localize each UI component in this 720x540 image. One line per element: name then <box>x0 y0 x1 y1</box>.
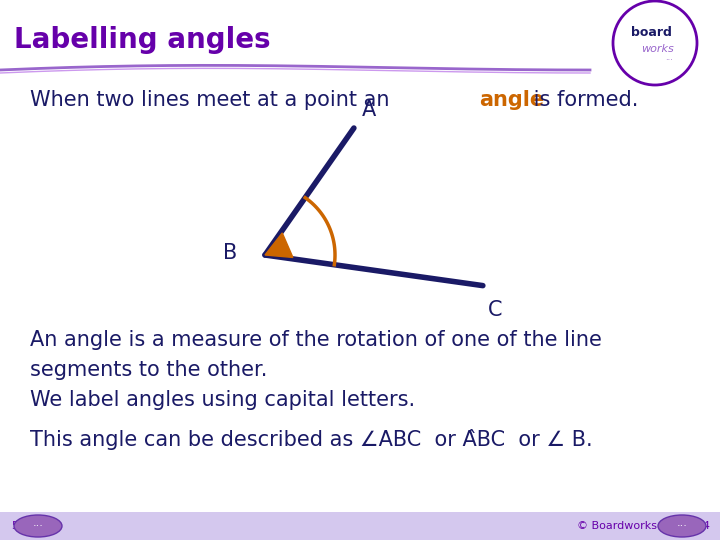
Text: C: C <box>488 300 503 320</box>
Text: ···: ··· <box>677 521 688 531</box>
Text: is formed.: is formed. <box>526 90 638 110</box>
Ellipse shape <box>14 515 62 537</box>
Text: When two lines meet at a point an: When two lines meet at a point an <box>30 90 396 110</box>
Text: board: board <box>631 26 672 39</box>
Text: A: A <box>362 100 376 120</box>
Text: angle: angle <box>480 90 544 110</box>
Text: ···: ··· <box>32 521 43 531</box>
Text: © Boardworks Ltd 2004: © Boardworks Ltd 2004 <box>577 521 710 531</box>
Text: This angle can be described as ∠ABC  or ÂBC  or ∠ B.: This angle can be described as ∠ABC or A… <box>30 429 593 450</box>
Text: B: B <box>222 243 237 263</box>
Text: ...: ... <box>665 52 673 62</box>
Text: An angle is a measure of the rotation of one of the line
segments to the other.: An angle is a measure of the rotation of… <box>30 330 602 380</box>
Ellipse shape <box>658 515 706 537</box>
Text: We label angles using capital letters.: We label angles using capital letters. <box>30 390 415 410</box>
Polygon shape <box>265 233 293 258</box>
Text: works: works <box>641 44 673 54</box>
FancyBboxPatch shape <box>0 512 720 540</box>
Text: Labelling angles: Labelling angles <box>14 26 271 54</box>
Circle shape <box>613 1 697 85</box>
Text: 5 of 69: 5 of 69 <box>12 521 51 531</box>
